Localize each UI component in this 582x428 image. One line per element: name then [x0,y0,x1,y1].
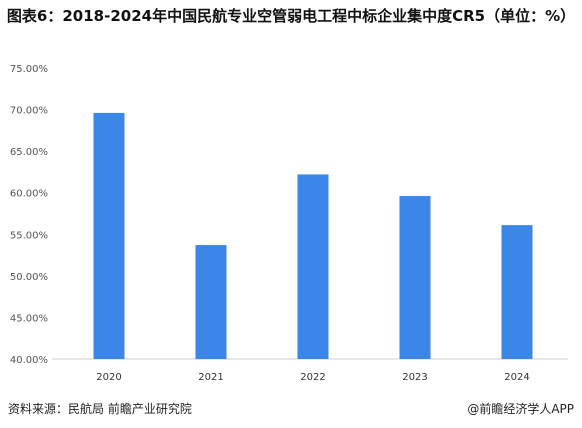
bar-2024 [501,225,533,359]
bar-2020 [93,112,125,359]
y-tick-label: 40.00% [10,355,48,366]
bars [93,112,533,359]
y-tick-label: 45.00% [10,313,48,324]
x-tick-label: 2023 [402,372,427,383]
y-tick-label: 55.00% [10,230,48,241]
y-tick-label: 75.00% [10,64,48,75]
chart-title: 图表6：2018-2024年中国民航专业空管弱电工程中标企业集中度CR5（单位：… [6,7,576,25]
y-axis-labels: 40.00% 45.00% 50.00% 55.00% 60.00% 65.00% 70.0… [10,64,48,366]
x-tick-label: 2024 [504,372,529,383]
y-tick-label: 50.00% [10,272,48,283]
y-tick-label: 70.00% [10,106,48,117]
bar-chart: 40.00% 45.00% 50.00% 55.00% 60.00% 65.00% 70.0… [10,64,568,383]
credit-note: @前瞻经济学人APP [467,402,574,416]
x-tick-label: 2021 [198,372,223,383]
x-tick-label: 2022 [300,372,325,383]
source-note: 资料来源：民航局 前瞻产业研究院 [8,402,192,416]
x-axis-labels: 2020 2021 2022 2023 2024 [96,372,529,383]
bar-2023 [399,196,431,359]
bar-2021 [195,245,227,359]
y-tick-label: 65.00% [10,147,48,158]
x-tick-label: 2020 [96,372,121,383]
bar-2022 [297,174,329,359]
y-tick-label: 60.00% [10,189,48,200]
